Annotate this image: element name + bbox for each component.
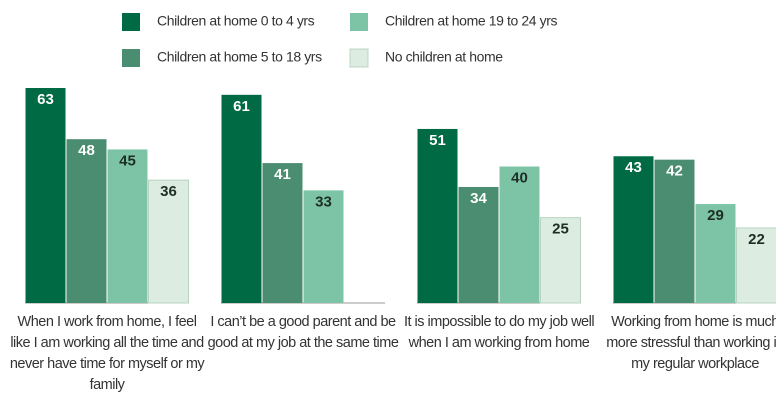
legend-swatch xyxy=(122,13,140,31)
bar xyxy=(417,128,458,303)
value-label: 22 xyxy=(748,231,765,248)
value-label: 41 xyxy=(274,166,291,183)
bar xyxy=(458,186,499,303)
category-label: It is impossible to do my job well when … xyxy=(403,314,595,351)
bar xyxy=(262,163,303,303)
value-label: 43 xyxy=(625,159,642,176)
value-label: 34 xyxy=(470,190,487,207)
legend-label: No children at home xyxy=(385,49,503,65)
category-label: I can’t be a good parent and be good at … xyxy=(207,314,399,351)
category-label: When I work from home, I feel like I am … xyxy=(9,314,205,393)
bar xyxy=(613,156,654,303)
legend-swatch xyxy=(122,49,140,67)
value-label: 61 xyxy=(233,98,250,115)
bar xyxy=(695,204,736,303)
value-label: 29 xyxy=(707,207,724,224)
bar xyxy=(107,149,148,303)
bar xyxy=(221,94,262,303)
legend-swatch xyxy=(350,13,368,31)
bar xyxy=(25,88,66,303)
legend-swatch xyxy=(349,48,369,68)
bar xyxy=(148,179,189,304)
legend-label: Children at home 19 to 24 yrs xyxy=(385,13,557,29)
value-label: 42 xyxy=(666,163,683,180)
bar xyxy=(499,166,540,303)
value-label: 45 xyxy=(119,152,136,169)
value-label: 33 xyxy=(315,193,332,210)
value-label: 48 xyxy=(78,142,95,159)
bar xyxy=(66,139,107,303)
legend-label: Children at home 0 to 4 yrs xyxy=(157,13,315,29)
bar xyxy=(540,217,581,304)
value-label: 63 xyxy=(37,91,54,108)
value-label: 51 xyxy=(429,132,446,149)
legend-label: Children at home 5 to 18 yrs xyxy=(157,49,322,65)
bar xyxy=(654,159,695,303)
category-label: Working from home is much more stressful… xyxy=(606,314,776,372)
value-label: 40 xyxy=(511,169,528,186)
value-label: 25 xyxy=(552,221,569,238)
bar xyxy=(736,227,776,304)
value-label: 36 xyxy=(160,183,177,200)
bar xyxy=(303,190,344,303)
